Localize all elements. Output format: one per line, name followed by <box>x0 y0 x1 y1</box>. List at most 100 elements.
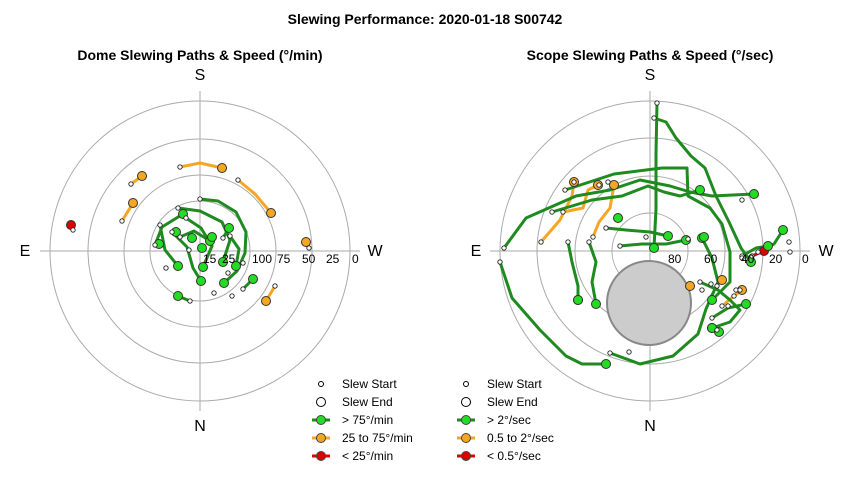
slew-end-marker <box>741 299 751 309</box>
slew-start-marker <box>755 249 761 255</box>
slew-end-marker <box>613 213 623 223</box>
slew-end-marker <box>218 257 228 267</box>
slew-start-marker <box>240 286 246 292</box>
slew-end-marker <box>649 243 659 253</box>
slew-start-marker <box>240 260 246 266</box>
slew-start-marker <box>714 283 720 289</box>
scope-obstruction-disc <box>606 260 692 346</box>
scope-panel: Scope Slewing Paths & Speed (°/sec) 80 6… <box>457 47 834 463</box>
slew-start-marker <box>119 218 125 224</box>
slew-end-marker <box>248 274 258 284</box>
slew-start-marker <box>739 197 745 203</box>
slew-start-marker <box>272 283 278 289</box>
slew-start-marker <box>227 233 233 239</box>
slew-path-fast <box>652 101 659 250</box>
slew-start-marker <box>560 209 566 215</box>
slew-start-marker <box>70 227 76 233</box>
slew-start-marker <box>654 100 660 106</box>
legend-fast-marker <box>461 415 471 425</box>
slew-start-marker <box>725 303 731 309</box>
slew-start-marker <box>605 179 611 185</box>
slew-start-marker <box>163 265 169 271</box>
slew-path-fast <box>550 184 702 214</box>
slew-start-marker <box>603 225 609 231</box>
scope-compass-labels: S N E W <box>471 67 835 435</box>
slew-end-marker <box>609 180 619 190</box>
slew-start-marker <box>186 247 192 253</box>
slew-start-marker <box>739 255 745 261</box>
slew-end-marker <box>601 359 611 369</box>
slew-start-marker <box>697 279 703 285</box>
slew-start-marker <box>685 236 691 242</box>
legend-end-marker <box>316 397 326 407</box>
slew-start-marker <box>306 245 312 251</box>
scope-compass-top: S <box>645 67 656 84</box>
slew-end-marker <box>217 163 227 173</box>
slew-start-marker <box>211 290 217 296</box>
slew-start-marker <box>538 239 544 245</box>
slew-start-marker <box>549 209 555 215</box>
slew-start-marker <box>708 281 714 287</box>
slew-path-fast <box>563 166 732 302</box>
scope-tick-label: 80 <box>668 252 682 266</box>
dome-compass-bottom: N <box>194 418 206 435</box>
scope-compass-bottom: N <box>644 418 656 435</box>
slew-start-marker <box>501 245 507 251</box>
slew-path-fast <box>153 212 185 247</box>
slew-end-marker <box>573 295 583 305</box>
slew-path-fast <box>604 226 670 238</box>
scope-tick-label: 60 <box>704 252 718 266</box>
slew-end-marker <box>196 276 206 286</box>
dome-radial-ticks: 15 25 100 75 50 25 0 <box>203 252 359 266</box>
dome-panel: Dome Slewing Paths & Speed (°/min) 15 25… <box>20 47 413 463</box>
slew-end-marker <box>717 275 727 285</box>
legend-item: Slew End <box>342 395 393 409</box>
dome-tick-label: 0 <box>352 252 359 266</box>
dome-tick-label: 15 <box>203 252 217 266</box>
slew-end-marker <box>763 241 773 251</box>
page-title: Slewing Performance: 2020-01-18 S00742 <box>288 11 563 27</box>
legend-item: > 2°/sec <box>487 413 531 427</box>
slew-path-fast <box>176 206 232 264</box>
slew-end-marker <box>128 198 138 208</box>
slew-end-marker <box>219 278 229 288</box>
slew-start-marker <box>731 293 737 299</box>
slew-end-marker <box>231 261 241 271</box>
slew-end-marker <box>137 171 147 181</box>
legend-medium-marker <box>461 433 471 443</box>
legend-fast-marker <box>316 415 326 425</box>
slew-start-marker <box>225 270 231 276</box>
legend-end-marker <box>461 397 471 407</box>
slew-start-marker <box>714 327 720 333</box>
slew-path-fast <box>178 229 212 243</box>
scope-compass-left: E <box>471 243 482 260</box>
dome-compass-left: E <box>20 243 31 260</box>
slew-end-marker <box>261 296 271 306</box>
slew-start-marker <box>152 242 158 248</box>
slew-start-marker <box>749 253 755 259</box>
legend-start-marker <box>463 381 469 387</box>
slew-start-marker <box>177 164 183 170</box>
dome-slew-paths <box>66 161 312 306</box>
slew-end-marker <box>695 185 705 195</box>
slew-end-marker <box>224 223 234 233</box>
dome-legend: Slew Start Slew End > 75°/min 25 to 75°/… <box>312 377 413 463</box>
slew-start-marker <box>719 303 725 309</box>
slew-start-marker <box>596 182 602 188</box>
legend-item: 0.5 to 2°/sec <box>487 431 554 445</box>
slew-start-marker <box>177 234 183 240</box>
slew-path-fast <box>502 178 756 250</box>
slew-path-fast <box>158 223 180 268</box>
slew-start-marker <box>562 187 568 193</box>
scope-tick-label: 0 <box>802 252 809 266</box>
slew-end-marker <box>663 231 673 241</box>
dome-range-rings <box>40 91 360 411</box>
slew-start-marker <box>643 234 649 240</box>
slew-end-marker <box>198 262 208 272</box>
scope-chart-title: Scope Slewing Paths & Speed (°/sec) <box>527 47 774 63</box>
legend-item: Slew Start <box>487 377 542 391</box>
slew-end-marker <box>301 237 311 247</box>
scope-tick-label: 40 <box>741 252 755 266</box>
scope-radial-ticks: 80 60 40 20 0 <box>668 252 809 266</box>
slew-start-marker <box>787 249 793 255</box>
